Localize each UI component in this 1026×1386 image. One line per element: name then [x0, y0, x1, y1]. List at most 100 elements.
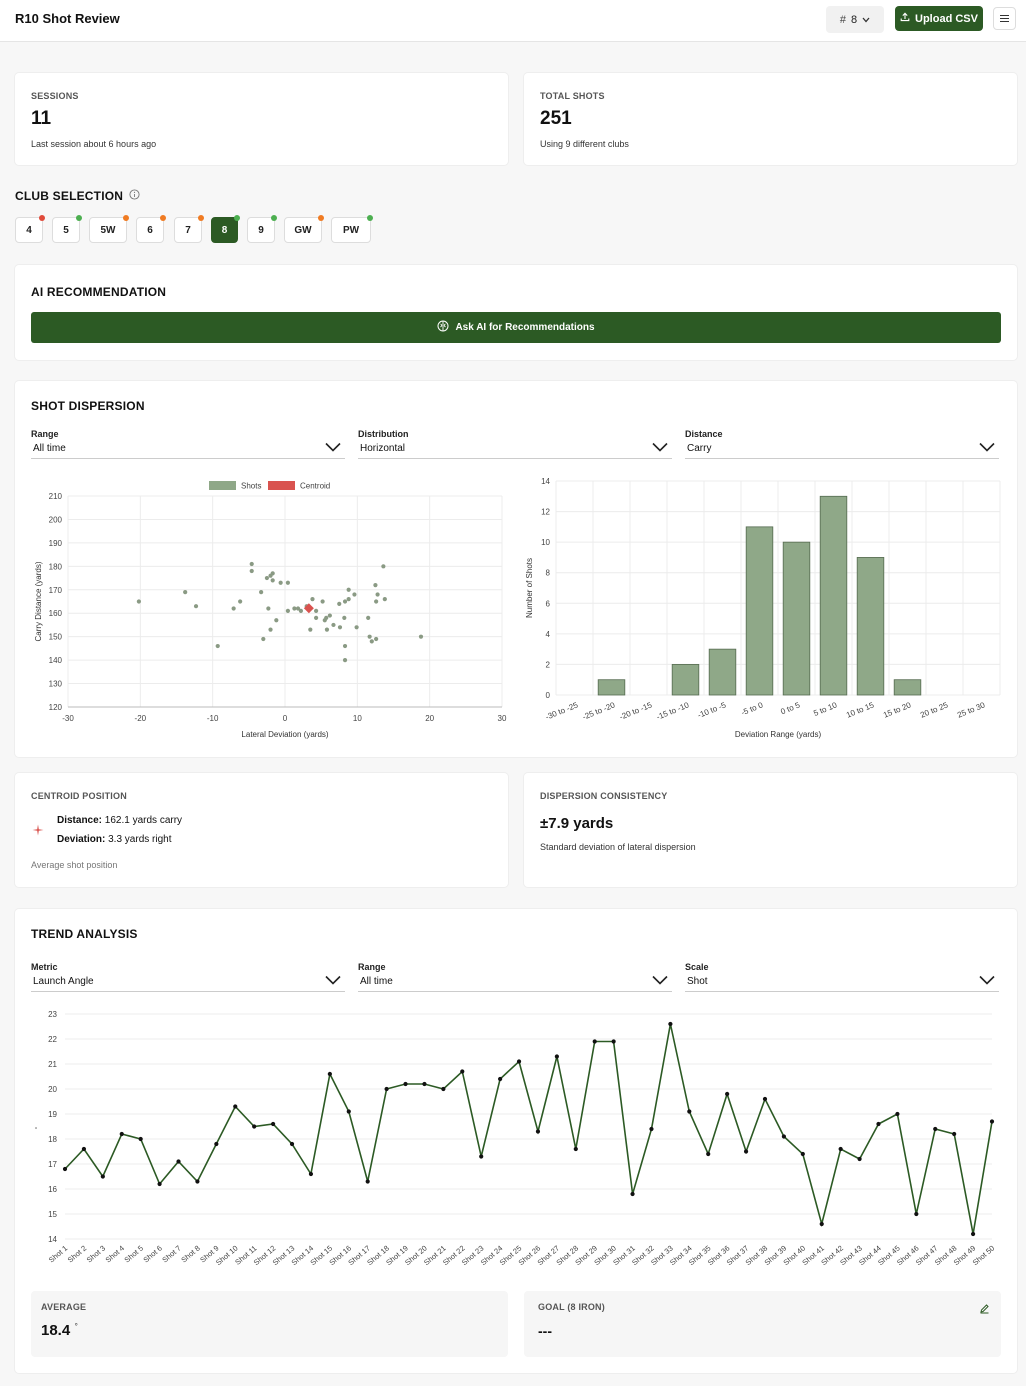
- club-button-label: GW: [294, 224, 312, 236]
- shot-dispersion-card: SHOT DISPERSION: [15, 381, 1017, 757]
- shot-point: [354, 625, 359, 630]
- shot-point: [369, 639, 374, 644]
- y-tick-label: 16: [48, 1185, 57, 1194]
- shot-point: [352, 592, 357, 597]
- x-tick-label: 0: [283, 714, 288, 723]
- trend-point: [498, 1076, 503, 1082]
- club-button-pw[interactable]: PW: [331, 215, 373, 243]
- average-value: 18.4: [41, 1322, 71, 1339]
- edit-goal-icon[interactable]: [979, 1301, 990, 1319]
- x-axis-title: Deviation Range (yards): [735, 730, 822, 739]
- shot-point: [264, 575, 270, 581]
- scale-filter-label: Scale: [685, 962, 709, 972]
- trend-series-line: [64, 1023, 993, 1235]
- shot-point: [375, 592, 380, 597]
- trend-point: [81, 1146, 87, 1152]
- y-tick-label: 150: [49, 633, 63, 642]
- sessions-value: 11: [31, 108, 52, 129]
- shot-point: [270, 578, 275, 583]
- histogram-bar: [819, 495, 848, 696]
- histogram-bar: [893, 679, 922, 696]
- total-shots-label: TOTAL SHOTS: [540, 91, 605, 101]
- club-button-gw[interactable]: GW: [284, 215, 324, 243]
- club-status-dot: [160, 215, 166, 221]
- x-tick-label: Shot 4: [104, 1244, 126, 1265]
- y-tick-label: 12: [541, 508, 550, 517]
- x-tick-label: Shot 7: [160, 1244, 182, 1265]
- shot-point: [285, 580, 290, 585]
- trend-point: [365, 1179, 370, 1184]
- club-button-6[interactable]: 6: [136, 215, 166, 243]
- histogram-chart: 0 2 4 6 8 10 12 14 -30 to -25 -25 to -20 -20 to -1…: [525, 477, 1001, 739]
- club-status-dot: [318, 215, 324, 221]
- trend-point: [725, 1091, 730, 1097]
- x-tick-label: -10 to -5: [696, 700, 728, 720]
- chevron-down-icon: [652, 975, 668, 988]
- scale-filter-select[interactable]: Shot: [685, 974, 999, 992]
- metric-filter-select[interactable]: Launch Angle: [31, 974, 345, 992]
- trend-point: [271, 1121, 276, 1127]
- info-icon[interactable]: [129, 189, 140, 203]
- ask-ai-button[interactable]: Ask AI for Recommendations: [31, 312, 1001, 343]
- shot-point: [249, 561, 254, 567]
- y-tick-label: 4: [546, 630, 551, 639]
- range-filter-select[interactable]: All time: [31, 441, 345, 459]
- club-button-4[interactable]: 4: [15, 215, 45, 243]
- trend-point: [384, 1086, 389, 1092]
- legend-label-centroid: Centroid: [300, 482, 330, 491]
- trend-point: [687, 1109, 692, 1114]
- trend-point: [138, 1136, 143, 1142]
- trend-point: [838, 1146, 843, 1152]
- x-tick-label: Shot 3: [85, 1244, 107, 1265]
- distance-filter-select[interactable]: Carry: [685, 441, 999, 459]
- y-tick-label: 23: [48, 1010, 57, 1019]
- club-button-9[interactable]: 9: [247, 215, 277, 243]
- total-shots-value: 251: [540, 108, 572, 129]
- trend-point: [214, 1141, 219, 1147]
- y-tick-label: 0: [546, 691, 551, 700]
- trend-point: [762, 1096, 768, 1102]
- x-tick-label: 20 to 25: [919, 700, 950, 719]
- x-tick-label: 5 to 10: [812, 700, 839, 718]
- trend-point: [649, 1126, 654, 1132]
- distribution-filter-select[interactable]: Horizontal: [358, 441, 672, 459]
- trend-range-filter-select[interactable]: All time: [358, 974, 672, 992]
- y-tick-label: 160: [49, 609, 63, 618]
- y-tick-label: 21: [48, 1060, 57, 1069]
- top-bar: R10 Shot Review # 8 Upload CSV: [0, 0, 1026, 42]
- trend-point: [668, 1021, 673, 1027]
- shot-point: [381, 564, 386, 569]
- upload-csv-button[interactable]: Upload CSV: [895, 6, 983, 31]
- club-button-7[interactable]: 7: [174, 215, 204, 243]
- club-button-5w[interactable]: 5W: [89, 215, 129, 243]
- trend-point: [157, 1181, 162, 1187]
- club-button-label: 5W: [100, 224, 116, 236]
- club-selection-title: CLUB SELECTION: [15, 189, 140, 203]
- trend-point: [535, 1129, 541, 1134]
- club-selector[interactable]: # 8: [826, 6, 884, 33]
- club-button-8[interactable]: 8: [211, 215, 240, 243]
- club-button-label: 8: [221, 224, 228, 236]
- club-button-5[interactable]: 5: [52, 215, 82, 243]
- shot-point: [238, 599, 243, 604]
- trend-point: [743, 1149, 749, 1154]
- shot-point: [278, 580, 283, 585]
- y-tick-label: 15: [48, 1210, 57, 1219]
- menu-button[interactable]: [993, 7, 1016, 30]
- shot-point: [183, 590, 188, 595]
- sessions-label: SESSIONS: [31, 91, 79, 101]
- shot-point: [342, 615, 347, 621]
- shot-point: [382, 597, 387, 602]
- shot-point: [366, 615, 371, 621]
- x-tick-label: 0 to 5: [779, 700, 801, 716]
- club-button-label: 9: [258, 224, 264, 236]
- y-tick-label: 190: [49, 539, 63, 548]
- trend-point: [460, 1069, 465, 1074]
- distance-filter-label: Distance: [685, 429, 723, 439]
- trend-point: [422, 1081, 427, 1087]
- y-tick-label: 210: [49, 492, 63, 501]
- shot-point: [418, 634, 424, 639]
- shot-point: [324, 627, 330, 632]
- shot-point: [324, 615, 329, 621]
- trend-point: [970, 1231, 976, 1237]
